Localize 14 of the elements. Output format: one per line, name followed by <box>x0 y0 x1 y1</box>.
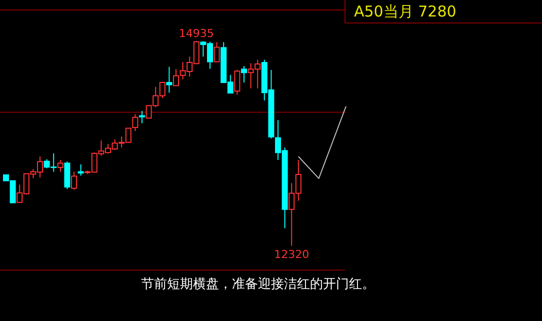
candlestick <box>241 66 247 83</box>
annotation: 14935 <box>178 26 214 40</box>
candlestick <box>57 160 64 172</box>
candlestick <box>139 110 145 124</box>
annotation: 12320 <box>274 248 310 261</box>
candlestick <box>214 42 220 62</box>
candlestick <box>64 161 70 190</box>
candlestick <box>78 164 84 176</box>
annotation: 节前短期横盘，准备迎接洁红的开门红。 <box>141 276 375 292</box>
candlestick <box>132 114 138 132</box>
candlestick <box>234 69 240 96</box>
candlestick <box>71 171 77 190</box>
candlestick <box>166 66 172 94</box>
text: A50当月 7280 <box>354 2 456 20</box>
